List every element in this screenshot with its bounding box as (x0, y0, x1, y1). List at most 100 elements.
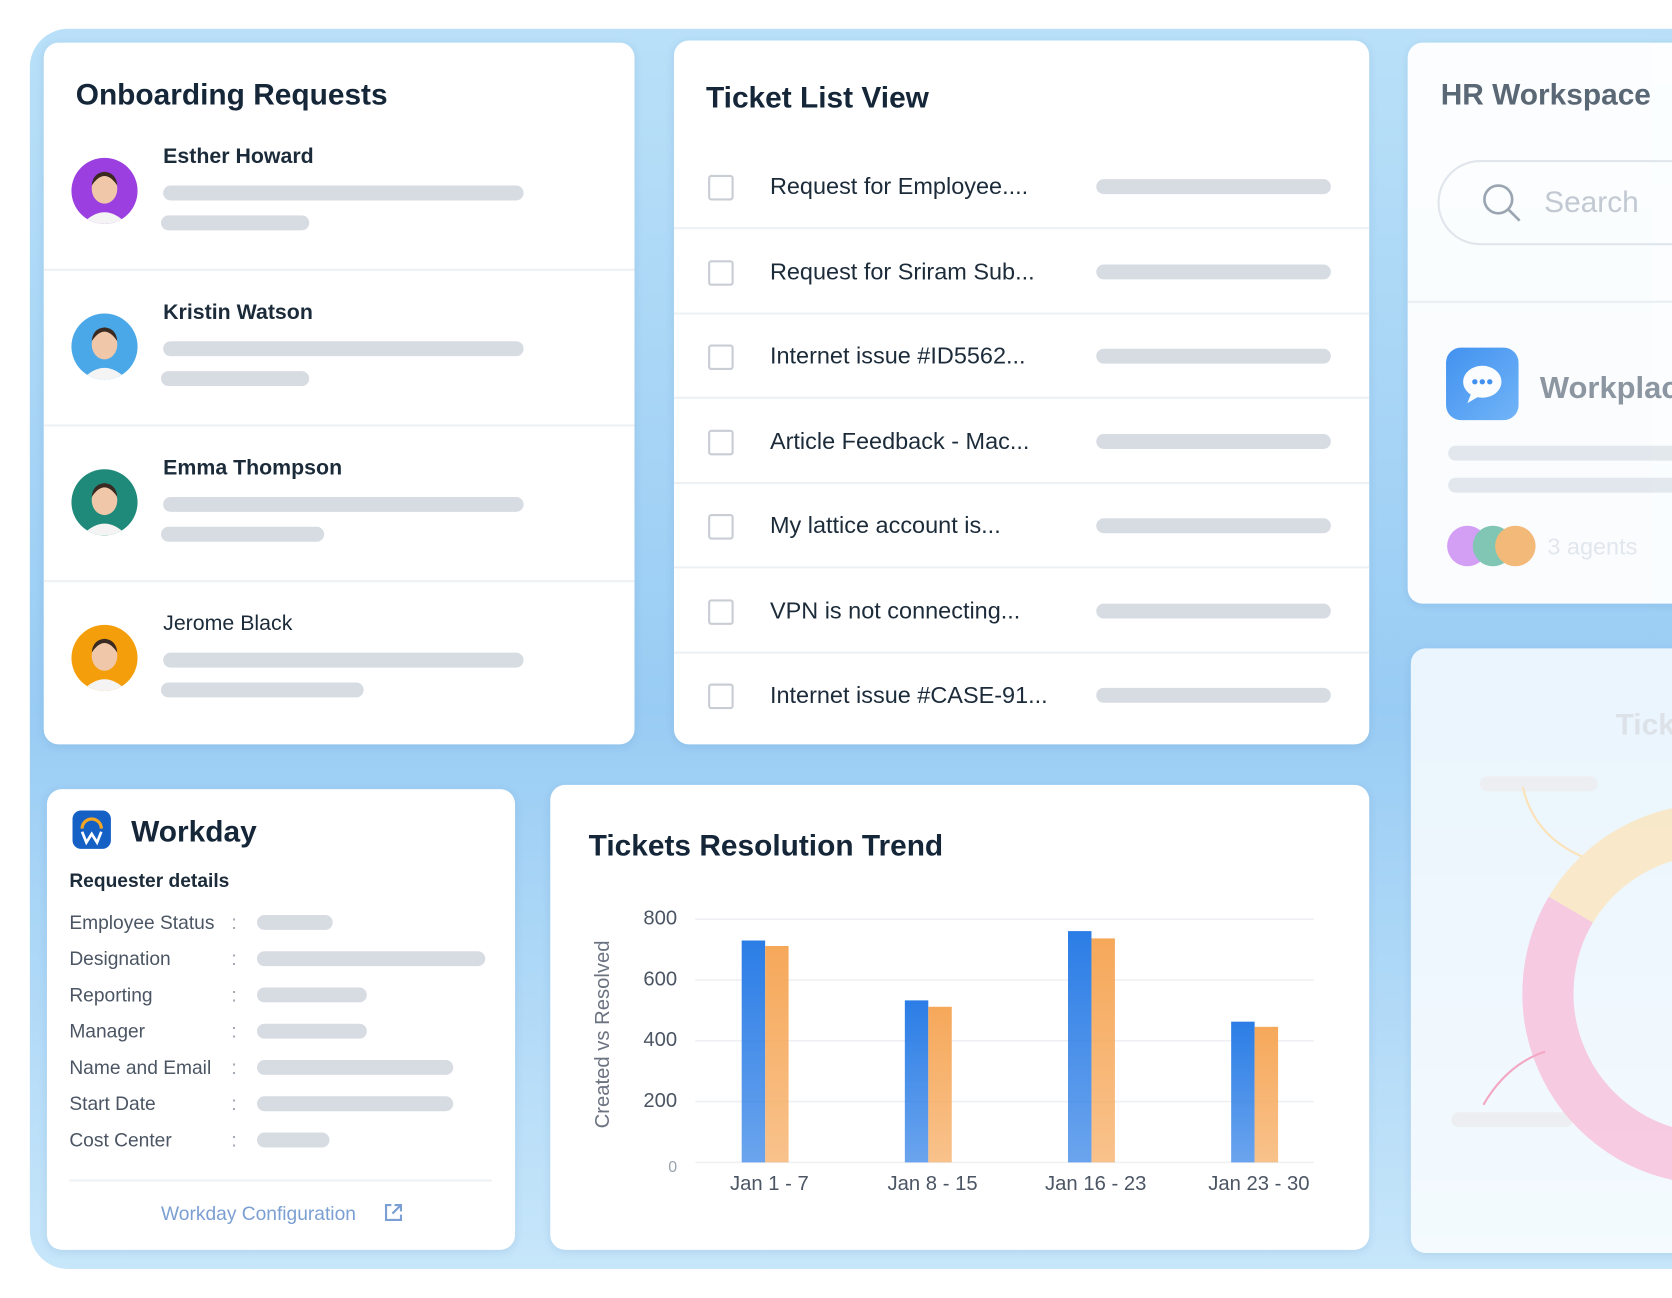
placeholder-bar (163, 185, 524, 201)
bar (765, 945, 789, 1163)
placeholder-bar (161, 526, 325, 542)
checkbox[interactable] (708, 259, 734, 286)
separator (673, 566, 1370, 569)
avatar-face (82, 327, 127, 380)
person-name: Jerome Black (163, 612, 293, 636)
separator (43, 268, 635, 271)
checkbox[interactable] (708, 598, 734, 625)
placeholder-bar (1096, 433, 1331, 449)
checkbox[interactable] (708, 174, 734, 201)
placeholder-bar (1096, 348, 1331, 364)
person-name: Esther Howard (163, 145, 314, 169)
ticket-subject[interactable]: Internet issue #ID5562... (769, 342, 1026, 369)
bar (1254, 1026, 1279, 1163)
person-name: Emma Thompson (163, 456, 343, 480)
chat-app-icon (1446, 347, 1519, 421)
placeholder-bar (1096, 603, 1331, 618)
search-box[interactable]: Search (1437, 159, 1672, 246)
avatar (71, 624, 138, 692)
field-label: Name and Email (69, 1056, 212, 1079)
chart-title: Tickets Resolution Trend (588, 828, 944, 862)
x-tick-label: Jan 1 - 7 (730, 1173, 809, 1195)
placeholder-bar (1096, 179, 1331, 195)
bar (1067, 931, 1092, 1163)
placeholder-bar (257, 1132, 330, 1148)
donut-decoration (1482, 786, 1672, 1180)
link-text[interactable]: Workday Configuration (161, 1202, 356, 1225)
separator (1407, 300, 1672, 303)
ticket-list-card: Ticket List View Request for Employee...… (673, 40, 1370, 745)
placeholder-bar (161, 215, 310, 231)
workday-logo (72, 810, 111, 849)
card-title: HR Workspace (1440, 77, 1651, 111)
person-name: Kristin Watson (163, 300, 313, 325)
y-tick-label: 200 (643, 1090, 677, 1112)
placeholder-bar (257, 1096, 454, 1112)
onboarding-card: Onboarding Requests Esther Howard Kristin… (43, 42, 635, 745)
bar (1231, 1021, 1255, 1163)
bar (928, 1006, 952, 1163)
field-label: Reporting (69, 984, 153, 1006)
placeholder-bar (1096, 687, 1331, 703)
separator (673, 651, 1370, 654)
bar (1091, 938, 1115, 1163)
placeholder-bar (1480, 776, 1598, 792)
y-tick-label: 800 (643, 908, 677, 930)
separator (673, 227, 1370, 230)
ticket-subject[interactable]: Request for Employee.... (769, 172, 1029, 200)
placeholder-bar (1451, 1112, 1573, 1128)
separator (69, 1179, 492, 1182)
placeholder-bar (1448, 445, 1672, 461)
card-title: Workday (131, 814, 257, 848)
avatar (71, 469, 138, 536)
checkbox[interactable] (708, 429, 734, 455)
ticket-subject[interactable]: VPN is not connecting... (769, 596, 1021, 624)
checkbox[interactable] (708, 514, 734, 540)
placeholder-bar (1096, 263, 1331, 279)
placeholder-bar (163, 341, 524, 357)
colon: : (231, 948, 237, 970)
separator (673, 481, 1370, 484)
search-placeholder: Search (1544, 185, 1639, 219)
agents-count: 3 agents (1547, 533, 1638, 560)
agent-avatar (1495, 525, 1536, 567)
placeholder-bar (257, 951, 486, 967)
workday-glyph (80, 817, 103, 846)
search-icon (1483, 184, 1521, 222)
placeholder-bar (257, 987, 367, 1003)
placeholder-bar (1096, 518, 1331, 534)
card-title: Onboarding Requests (75, 77, 388, 111)
ticket-subject[interactable]: Internet issue #CASE-91... (769, 681, 1048, 709)
separator (43, 580, 635, 583)
avatar (71, 157, 138, 224)
bar (904, 1000, 929, 1163)
card-title: Tick (1615, 708, 1672, 742)
colon: : (231, 1093, 237, 1115)
placeholder-bar (163, 496, 524, 512)
placeholder-bar (161, 682, 364, 698)
separator (673, 311, 1370, 315)
workday-card: Workday Requester details Workday Config… (46, 789, 516, 1250)
colon: : (231, 1129, 237, 1151)
ticket-panel-card: Tick (1410, 648, 1672, 1254)
colon: : (231, 1020, 237, 1042)
y-tick-label: 0 (668, 1159, 677, 1176)
placeholder-bar (1448, 477, 1672, 493)
checkbox[interactable] (708, 344, 734, 371)
bar (741, 940, 766, 1163)
ticket-subject[interactable]: My lattice account is... (769, 511, 1001, 539)
avatar-face (82, 171, 127, 224)
x-tick-label: Jan 23 - 30 (1208, 1173, 1309, 1195)
checkbox[interactable] (708, 683, 734, 710)
placeholder-bar (161, 371, 310, 387)
ticket-subject[interactable]: Article Feedback - Mac... (769, 427, 1030, 454)
avatar-face (82, 638, 127, 692)
ticket-subject[interactable]: Request for Sriram Sub... (769, 257, 1035, 285)
placeholder-bar (257, 914, 333, 930)
colon: : (231, 1056, 237, 1079)
placeholder-bar (163, 652, 524, 668)
placeholder-bar (257, 1023, 367, 1039)
